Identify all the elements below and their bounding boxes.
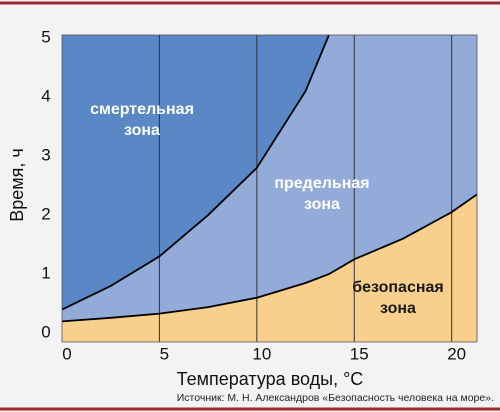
zone-label: зона [380,300,416,317]
y-tick-label: 1 [41,264,50,283]
x-tick-label: 0 [62,344,71,363]
zone-label: смертельная [90,101,194,118]
y-tick-label: 0 [41,323,50,342]
source-note: Источник: М. Н. Александров «Безопасност… [177,392,494,404]
y-tick-label: 2 [41,205,50,224]
boundary-line [61,34,330,311]
x-tick-label: 10 [252,344,271,363]
y-tick-label: 5 [41,27,50,46]
zone-label: безопасная [352,279,443,296]
zone-area [62,194,477,342]
y-tick-label: 4 [41,86,50,105]
x-tick-label: 20 [447,344,466,363]
zone-label: зона [304,196,340,213]
x-tick-label: 15 [350,344,369,363]
zone-label: зона [124,122,160,139]
zone-area [62,35,329,310]
x-axis-label: Температура воды, °C [177,369,364,389]
x-tick-label: 5 [160,344,169,363]
boundary-line [61,193,478,323]
plot-frame [61,34,478,343]
y-tick-label: 3 [41,146,50,165]
zone-label: предельная [274,175,369,192]
y-axis-label: Время, ч [7,148,27,222]
